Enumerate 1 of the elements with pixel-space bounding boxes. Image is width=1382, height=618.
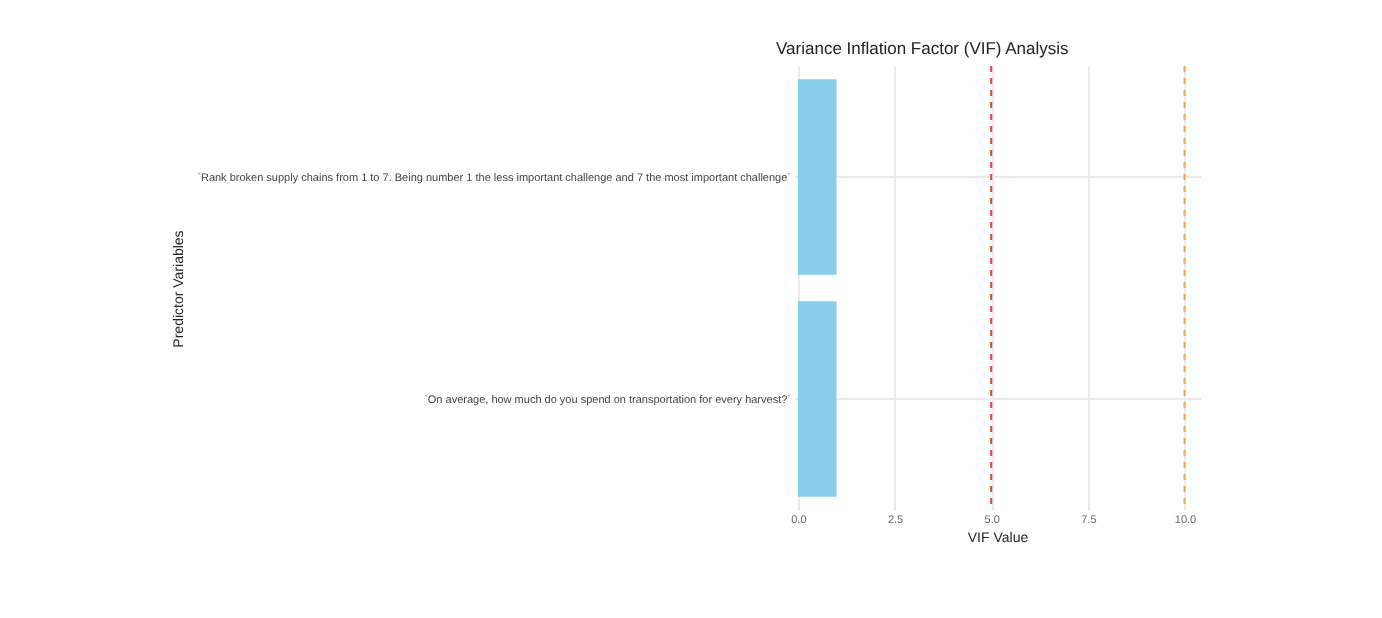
chart-title: Variance Inflation Factor (VIF) Analysis (776, 38, 1069, 58)
